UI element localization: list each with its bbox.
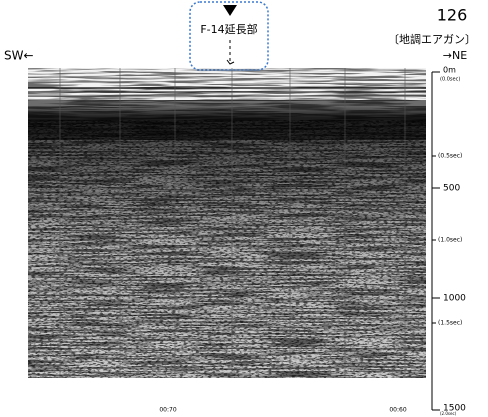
time-label: (1.0sec) (438, 237, 462, 244)
section-image (28, 68, 426, 378)
trace-lines (59, 68, 406, 378)
direction-left: SW← (4, 49, 34, 63)
time-label: (1.5sec) (438, 320, 462, 327)
marker-triangle (223, 5, 237, 16)
time-label: (2.0sec) (440, 411, 457, 416)
time-label: (0.5sec) (438, 153, 462, 160)
marker-label: F-14延長部 (200, 22, 257, 36)
time-label: (0.0sec) (440, 77, 460, 83)
source-label: 〔地調エアガン〕 (388, 32, 476, 46)
depth-label: 500 (443, 184, 460, 194)
reflector-band (28, 100, 426, 140)
marker-arrow (226, 59, 235, 65)
depth-label: 0m (443, 66, 456, 75)
marker (189, 1, 269, 71)
profile-number: 126 (437, 6, 468, 25)
direction-right: →NE (443, 49, 467, 62)
marker-box (189, 1, 269, 71)
depth-label: 1500 (443, 404, 466, 414)
depth-label: 1000 (443, 294, 466, 304)
time-stamp: 00:70 (159, 407, 176, 414)
time-stamp: 00:60 (389, 407, 406, 414)
depth-scale (431, 71, 440, 411)
